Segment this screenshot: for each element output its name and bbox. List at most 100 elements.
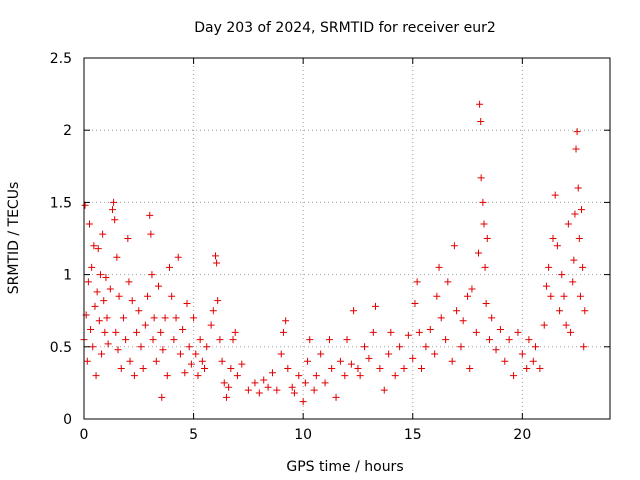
data-point	[488, 314, 496, 322]
data-point	[376, 364, 384, 372]
data-point	[141, 321, 149, 329]
data-point	[431, 350, 439, 358]
data-point	[457, 343, 465, 351]
data-point	[448, 357, 456, 365]
data-point	[158, 393, 166, 401]
data-point	[435, 263, 443, 271]
data-point	[492, 346, 500, 354]
y-tick-label: 2.5	[50, 51, 72, 67]
data-point	[282, 317, 290, 325]
data-point	[579, 263, 587, 271]
x-axis-label: GPS time / hours	[286, 459, 403, 475]
data-point	[139, 364, 147, 372]
data-point	[304, 357, 312, 365]
data-point	[181, 369, 189, 377]
data-point	[207, 321, 215, 329]
data-point	[110, 198, 118, 206]
data-point	[551, 191, 559, 199]
data-point	[152, 357, 160, 365]
data-point	[576, 292, 584, 300]
data-point	[99, 230, 107, 238]
data-point	[531, 343, 539, 351]
data-point	[88, 263, 96, 271]
data-point	[244, 386, 252, 394]
data-point	[581, 307, 589, 315]
data-point	[216, 336, 224, 344]
data-point	[148, 271, 156, 279]
data-point	[545, 263, 553, 271]
data-point	[567, 328, 575, 336]
data-point	[361, 343, 369, 351]
x-tick-label: 20	[513, 427, 531, 443]
data-point	[83, 357, 91, 365]
data-point	[165, 263, 173, 271]
data-point	[201, 364, 209, 372]
data-point	[575, 235, 583, 242]
data-point	[477, 174, 485, 182]
y-axis-label: SRMTID / TECUs	[6, 182, 22, 295]
data-point	[572, 145, 580, 153]
data-point	[571, 210, 579, 218]
data-point	[350, 307, 358, 315]
y-tick-label: 0	[63, 412, 72, 428]
data-points	[80, 100, 589, 406]
data-point	[273, 386, 281, 394]
data-point	[391, 372, 399, 380]
data-point	[268, 369, 276, 377]
data-point	[94, 245, 102, 253]
data-point	[336, 357, 344, 365]
data-point	[295, 372, 303, 380]
data-point	[89, 343, 97, 351]
data-point	[472, 328, 480, 336]
data-point	[170, 336, 178, 344]
data-point	[453, 307, 461, 315]
data-point	[310, 386, 318, 394]
data-point	[87, 325, 95, 333]
data-point	[233, 372, 241, 380]
data-point	[146, 211, 154, 219]
data-point	[477, 118, 485, 126]
data-point	[482, 299, 490, 307]
data-point	[84, 278, 92, 286]
data-point	[114, 346, 122, 354]
data-point	[529, 357, 537, 365]
data-point	[112, 328, 120, 336]
data-point	[255, 389, 263, 397]
data-point	[192, 350, 200, 358]
data-point	[277, 350, 285, 358]
data-point	[299, 398, 307, 406]
data-point	[279, 328, 287, 336]
data-point	[196, 336, 204, 344]
data-point	[380, 386, 388, 394]
x-tick-label: 5	[189, 427, 198, 443]
x-tick-label: 10	[294, 427, 312, 443]
data-point	[523, 364, 531, 372]
data-point	[187, 360, 195, 368]
data-point	[238, 360, 246, 368]
data-point	[115, 292, 123, 300]
data-point	[183, 299, 191, 307]
data-point	[147, 230, 155, 238]
data-point	[343, 336, 351, 344]
data-point	[481, 263, 489, 271]
data-point	[570, 256, 578, 264]
data-point	[214, 297, 222, 305]
data-point	[450, 242, 458, 250]
data-point	[220, 379, 228, 387]
data-point	[130, 372, 138, 380]
data-point	[476, 100, 484, 108]
data-point	[562, 321, 570, 329]
data-point	[411, 299, 419, 307]
y-tick-label: 1.5	[50, 195, 72, 211]
chart-title: Day 203 of 2024, SRMTID for receiver eur…	[194, 20, 496, 36]
data-point	[190, 314, 198, 322]
data-point	[90, 242, 98, 250]
data-point	[356, 372, 364, 380]
data-point	[103, 314, 111, 322]
data-point	[404, 331, 412, 339]
data-point	[213, 259, 221, 267]
data-point	[569, 278, 577, 286]
data-point	[547, 292, 555, 300]
data-point	[325, 336, 333, 344]
